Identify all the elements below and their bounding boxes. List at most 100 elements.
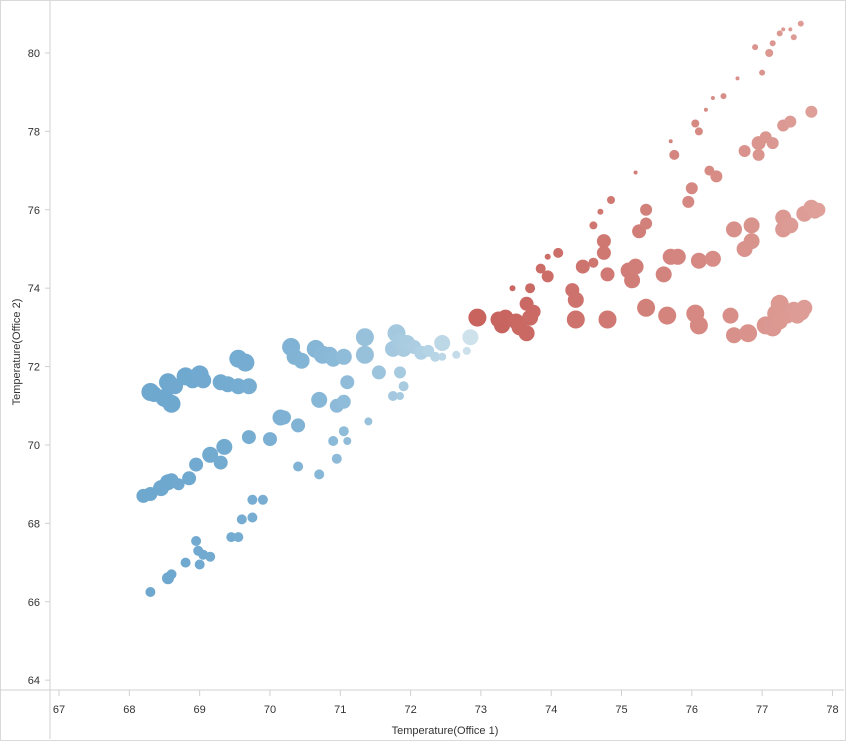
data-point[interactable] [669, 248, 686, 265]
data-point[interactable] [710, 170, 723, 183]
data-point[interactable] [596, 245, 611, 260]
data-point[interactable] [597, 208, 604, 215]
data-point[interactable] [759, 69, 766, 76]
data-point[interactable] [567, 291, 584, 308]
data-point[interactable] [394, 366, 406, 379]
data-point[interactable] [205, 551, 216, 562]
data-point[interactable] [355, 328, 374, 347]
data-point[interactable] [658, 306, 677, 325]
data-point[interactable] [691, 119, 700, 128]
data-point[interactable] [797, 20, 804, 27]
data-point[interactable] [335, 348, 352, 365]
data-point[interactable] [710, 96, 715, 100]
data-point[interactable] [509, 285, 516, 292]
data-point[interactable] [233, 532, 244, 543]
data-point[interactable] [722, 307, 739, 324]
data-point[interactable] [738, 145, 751, 157]
data-point[interactable] [263, 432, 277, 447]
data-point[interactable] [343, 437, 352, 445]
data-point[interactable] [314, 469, 325, 480]
data-point[interactable] [535, 263, 546, 274]
data-point[interactable] [338, 426, 349, 437]
data-point[interactable] [166, 569, 177, 580]
data-point[interactable] [525, 283, 536, 294]
data-point[interactable] [788, 27, 793, 32]
data-point[interactable] [240, 378, 257, 395]
data-point[interactable] [624, 272, 641, 289]
data-point[interactable] [769, 40, 776, 47]
data-point[interactable] [526, 304, 541, 319]
data-point[interactable] [452, 350, 461, 359]
data-point[interactable] [180, 557, 191, 568]
data-point[interactable] [739, 324, 758, 343]
data-point[interactable] [796, 299, 813, 316]
data-point[interactable] [388, 391, 398, 401]
data-point[interactable] [293, 461, 304, 472]
data-point[interactable] [752, 44, 759, 51]
data-point[interactable] [790, 34, 797, 41]
data-point[interactable] [195, 372, 212, 389]
data-point[interactable] [213, 455, 228, 470]
data-point[interactable] [553, 247, 564, 258]
data-point[interactable] [293, 352, 310, 369]
data-point[interactable] [462, 329, 479, 346]
data-point[interactable] [805, 105, 818, 118]
data-point[interactable] [518, 325, 535, 342]
data-point[interactable] [191, 536, 202, 546]
data-point[interactable] [600, 267, 615, 282]
data-point[interactable] [694, 127, 703, 136]
data-point[interactable] [226, 532, 237, 543]
data-point[interactable] [541, 270, 554, 283]
data-point[interactable] [544, 253, 551, 260]
data-point[interactable] [685, 182, 698, 195]
data-point[interactable] [396, 392, 404, 400]
data-point[interactable] [726, 327, 742, 344]
data-point[interactable] [236, 353, 255, 372]
data-point[interactable] [655, 266, 672, 283]
data-point[interactable] [689, 316, 708, 335]
data-point[interactable] [364, 417, 373, 426]
data-point[interactable] [575, 259, 590, 274]
data-point[interactable] [743, 217, 760, 234]
data-point[interactable] [236, 514, 247, 525]
data-point[interactable] [257, 494, 268, 505]
data-point[interactable] [462, 346, 471, 355]
data-point[interactable] [328, 436, 339, 446]
data-point[interactable] [589, 221, 598, 230]
data-point[interactable] [811, 202, 826, 217]
data-point[interactable] [752, 148, 765, 161]
data-point[interactable] [765, 49, 774, 57]
data-point[interactable] [596, 234, 611, 249]
data-point[interactable] [781, 27, 786, 32]
data-point[interactable] [640, 217, 653, 230]
data-point[interactable] [277, 410, 291, 425]
data-point[interactable] [434, 335, 451, 351]
data-point[interactable] [735, 76, 740, 81]
data-point[interactable] [682, 195, 695, 208]
data-point[interactable] [340, 375, 355, 390]
data-point[interactable] [194, 559, 205, 570]
data-point[interactable] [766, 137, 779, 150]
data-point[interactable] [607, 196, 615, 204]
data-point[interactable] [145, 587, 156, 597]
data-point[interactable] [172, 478, 185, 491]
data-point[interactable] [782, 217, 799, 234]
data-point[interactable] [189, 457, 204, 472]
data-point[interactable] [598, 310, 617, 329]
data-point[interactable] [355, 345, 374, 364]
data-point[interactable] [162, 394, 181, 413]
data-point[interactable] [566, 310, 585, 329]
data-point[interactable] [720, 93, 727, 100]
data-point[interactable] [216, 438, 233, 455]
data-point[interactable] [743, 233, 760, 250]
data-point[interactable] [468, 308, 487, 327]
data-point[interactable] [430, 351, 441, 362]
data-point[interactable] [371, 365, 386, 380]
data-point[interactable] [182, 471, 197, 486]
data-point[interactable] [627, 258, 644, 275]
data-point[interactable] [438, 352, 447, 361]
data-point[interactable] [247, 512, 258, 523]
data-point[interactable] [331, 453, 342, 464]
data-point[interactable] [637, 298, 656, 317]
data-point[interactable] [776, 30, 783, 37]
